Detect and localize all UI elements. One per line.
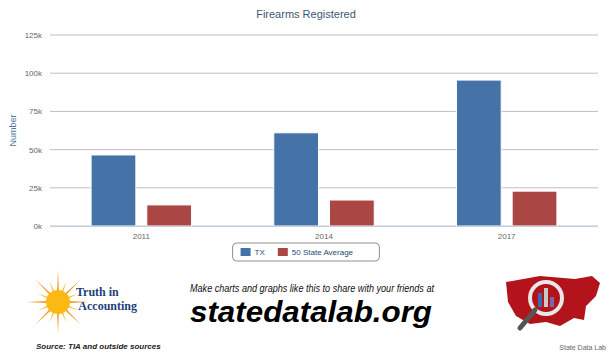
bar (274, 133, 319, 226)
bar (91, 155, 136, 226)
grid-line (50, 149, 598, 150)
url: statedatalab.org (190, 295, 432, 328)
logo-map (506, 276, 600, 328)
background (0, 0, 612, 357)
magnifier-handle (520, 310, 535, 328)
site-name: State Data Lab (559, 344, 606, 351)
y-tick-label: 25k (29, 184, 43, 193)
grid-line (50, 35, 598, 36)
bar (147, 205, 192, 226)
x-tick-label: 2014 (315, 232, 333, 241)
brand: Truth in Accounting (76, 285, 137, 313)
legend-label: 50 State Average (292, 248, 354, 257)
grid (50, 35, 598, 226)
brand-line: Accounting (76, 299, 137, 313)
y-tick-label: 100k (25, 69, 43, 78)
bar (512, 191, 557, 226)
legend-label: TX (255, 248, 266, 257)
bar (456, 80, 501, 226)
icon-bar (538, 293, 542, 307)
grid-line (50, 73, 598, 74)
icon-bar (544, 288, 548, 307)
bars (91, 80, 557, 226)
y-tick-label: 75k (29, 107, 43, 116)
sun-core (46, 290, 70, 314)
sun-ray (57, 270, 59, 292)
icon-bar (550, 297, 554, 307)
sun-ray (35, 279, 51, 295)
sun-ray (26, 301, 48, 303)
y-axis-label: Number (8, 114, 18, 146)
legend-swatch (241, 248, 251, 256)
sun-ray (35, 308, 51, 324)
x-tick-label: 2011 (133, 232, 151, 241)
brand-line: Truth in (76, 285, 119, 299)
title: Firearms Registered (256, 8, 356, 20)
sun-ray (57, 312, 59, 334)
legend-box (233, 243, 380, 261)
legend-swatch (278, 248, 288, 256)
us-map (506, 276, 600, 326)
y-tick-label: 50k (29, 146, 43, 155)
tagline: Make charts and graphs like this to shar… (190, 283, 435, 294)
chart: Firearms Registered Number 0k 25k 50k 75k 100k… (0, 0, 612, 357)
grid-line (50, 111, 598, 112)
x-tick-label: 2017 (498, 232, 516, 241)
y-tick-label: 0k (34, 222, 43, 231)
legend: TX 50 State Average (233, 243, 380, 261)
source: Source: TIA and outside sources (36, 342, 161, 351)
y-tick-label: 125k (25, 31, 43, 40)
bar (329, 200, 374, 226)
x-axis-line (50, 226, 598, 227)
